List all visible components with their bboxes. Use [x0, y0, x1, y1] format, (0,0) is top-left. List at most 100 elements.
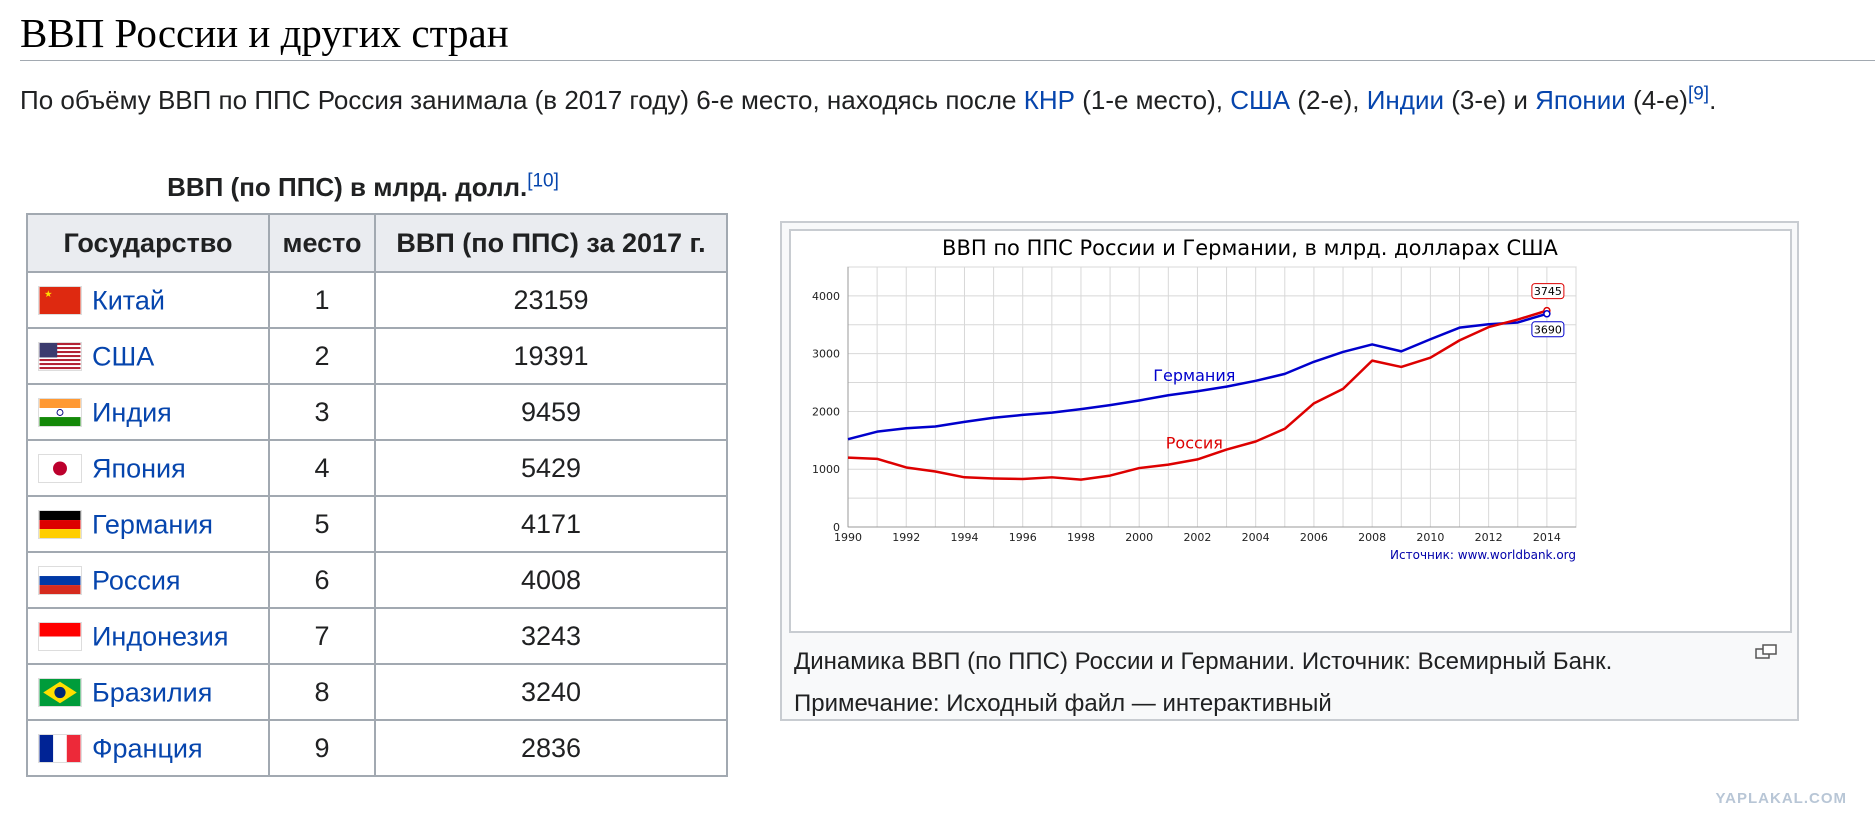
intro-paragraph: По объёму ВВП по ППС Россия занимала (в … [20, 78, 1716, 122]
intro-text: (1-е место), [1075, 85, 1231, 115]
x-tick-label: 2004 [1242, 531, 1270, 544]
y-tick-label: 1000 [812, 463, 840, 476]
country-cell: Германия [26, 495, 270, 553]
link-india[interactable]: Индии [1366, 85, 1444, 115]
intro-text: (4-е) [1625, 85, 1688, 115]
x-tick-label: 2000 [1125, 531, 1153, 544]
source-link[interactable]: Источник: www.worldbank.org [1390, 548, 1576, 562]
reference-link[interactable]: [10] [527, 170, 559, 192]
plot-area [847, 266, 1577, 528]
x-tick-label: 2014 [1533, 531, 1561, 544]
reference-link[interactable]: [9] [1687, 83, 1710, 105]
page-heading: ВВП России и других стран [20, 6, 1875, 61]
svg-text:★: ★ [44, 289, 52, 299]
rank-cell: 3 [268, 383, 376, 441]
china-flag: ★ [38, 286, 82, 316]
gdp-table: Государство место ВВП (по ППС) за 2017 г… [26, 213, 728, 777]
link-japan[interactable]: Японии [1535, 85, 1626, 115]
series-line-russia[interactable] [847, 309, 1548, 481]
rank-cell: 4 [268, 439, 376, 497]
column-header-rank[interactable]: место [268, 213, 376, 273]
country-link[interactable]: Япония [92, 453, 186, 484]
gdp-cell: 23159 [374, 271, 728, 329]
table-row: Россия 6 4008 [26, 551, 728, 609]
japan-flag [38, 454, 82, 484]
country-link[interactable]: Россия [92, 565, 181, 596]
country-cell: Франция [26, 719, 270, 777]
figure-caption-line: Примечание: Исходный файл — интерактивны… [794, 690, 1332, 717]
table-row: Германия 5 4171 [26, 495, 728, 553]
y-tick-label: 3000 [812, 348, 840, 361]
x-tick-label: 1992 [892, 531, 920, 544]
value-label: 3745 [1534, 285, 1562, 298]
x-tick-label: 2006 [1300, 531, 1328, 544]
link-china[interactable]: КНР [1023, 85, 1075, 115]
x-tick-label: 1996 [1009, 531, 1037, 544]
gdp-cell: 19391 [374, 327, 728, 385]
country-link[interactable]: Германия [92, 509, 214, 540]
series-line-germany[interactable] [847, 312, 1548, 441]
x-tick-label: 2012 [1475, 531, 1503, 544]
rank-cell: 1 [268, 271, 376, 329]
rank-cell: 8 [268, 663, 376, 721]
intro-text: (2-е), [1290, 85, 1367, 115]
data-point[interactable] [1543, 310, 1551, 318]
rank-cell: 5 [268, 495, 376, 553]
gdp-cell: 3243 [374, 607, 728, 665]
column-header-gdp[interactable]: ВВП (по ППС) за 2017 г. [374, 213, 728, 273]
table-caption-text: ВВП (по ППС) в млрд. долл. [167, 172, 528, 202]
x-tick-label: 1994 [950, 531, 978, 544]
y-tick-label: 0 [833, 521, 840, 534]
chart-title: ВВП по ППС России и Германии, в млрд. до… [942, 236, 1559, 260]
table-header-row: Государство место ВВП (по ППС) за 2017 г… [26, 213, 728, 273]
gdp-cell: 2836 [374, 719, 728, 777]
country-cell: Бразилия [26, 663, 270, 721]
figure-caption-line: Динамика ВВП (по ППС) России и Германии.… [794, 648, 1613, 675]
table-row: Индия 3 9459 [26, 383, 728, 441]
gdp-line-chart[interactable]: ВВП по ППС России и Германии, в млрд. до… [791, 231, 1790, 631]
rank-cell: 2 [268, 327, 376, 385]
gdp-cell: 9459 [374, 383, 728, 441]
country-cell: Россия [26, 551, 270, 609]
value-label: 3690 [1534, 323, 1562, 336]
chart-figure: ВВП по ППС России и Германии, в млрд. до… [780, 221, 1799, 721]
link-usa[interactable]: США [1230, 85, 1291, 115]
table-row: Бразилия 8 3240 [26, 663, 728, 721]
country-link[interactable]: Бразилия [92, 677, 213, 708]
table-row: Индонезия 7 3243 [26, 607, 728, 665]
chart-frame: ВВП по ППС России и Германии, в млрд. до… [789, 229, 1792, 633]
usa-flag [38, 342, 82, 372]
table-caption: ВВП (по ППС) в млрд. долл.[10] [26, 170, 700, 203]
series-label: Германия [1153, 366, 1235, 385]
country-cell: США [26, 327, 270, 385]
intro-text: По объёму ВВП по ППС Россия занимала (в … [20, 85, 1024, 115]
gdp-cell: 4008 [374, 551, 728, 609]
x-tick-label: 2002 [1183, 531, 1211, 544]
intro-text: . [1709, 85, 1717, 115]
russia-flag [38, 566, 82, 596]
x-tick-label: 2010 [1416, 531, 1444, 544]
germany-flag [38, 510, 82, 540]
country-cell: ★ Китай [26, 271, 270, 329]
country-link[interactable]: Индонезия [92, 621, 229, 652]
table-row: Франция 9 2836 [26, 719, 728, 777]
country-link[interactable]: Франция [92, 733, 203, 764]
intro-text: (3-е) и [1444, 85, 1536, 115]
x-tick-label: 1990 [834, 531, 862, 544]
value-label-box [1531, 321, 1565, 338]
india-flag [38, 398, 82, 428]
gdp-cell: 5429 [374, 439, 728, 497]
france-flag [38, 734, 82, 764]
country-link[interactable]: США [92, 341, 155, 372]
watermark: YAPLAKAL.COM [1715, 790, 1847, 807]
country-cell: Индия [26, 383, 270, 441]
magnify-icon[interactable] [1755, 643, 1777, 661]
table-row: Япония 4 5429 [26, 439, 728, 497]
country-link[interactable]: Индия [92, 397, 172, 428]
value-label-box [1531, 283, 1565, 300]
country-link[interactable]: Китай [92, 285, 165, 316]
country-cell: Индонезия [26, 607, 270, 665]
series-label: Россия [1166, 434, 1223, 453]
column-header-country[interactable]: Государство [26, 213, 270, 273]
rank-cell: 6 [268, 551, 376, 609]
